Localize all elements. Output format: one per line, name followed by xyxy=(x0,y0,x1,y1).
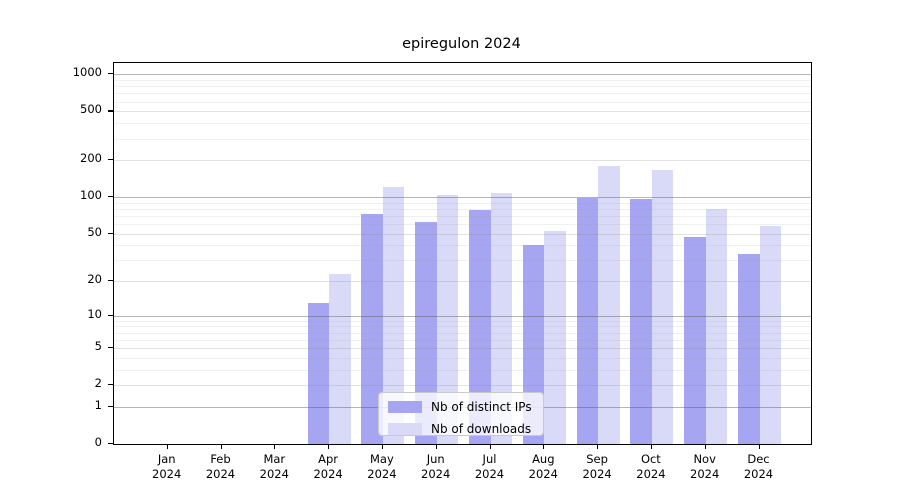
bar-distinct-ips-apr xyxy=(307,302,330,444)
y-tick-mark-200 xyxy=(108,159,113,161)
legend-item-distinct-ips: Nb of distinct IPs xyxy=(379,397,543,417)
y-tick-label-50: 50 xyxy=(87,224,102,239)
bar-distinct-ips-jul xyxy=(469,210,491,444)
x-tick-mark-sep xyxy=(597,444,599,449)
y-tick-label-20: 20 xyxy=(87,272,102,287)
x-tick-label-feb: Feb 2024 xyxy=(205,452,236,481)
x-tick-label-jan: Jan 2024 xyxy=(152,452,182,481)
bar-distinct-ips-may xyxy=(361,214,383,444)
x-tick-mark-may xyxy=(381,444,384,449)
bar-distinct-ips-dec xyxy=(738,253,760,444)
y-tick-label-2: 2 xyxy=(94,376,102,391)
y-tick-mark-100 xyxy=(108,196,113,198)
y-tick-mark-500 xyxy=(108,110,113,112)
bar-downloads-oct xyxy=(651,169,674,444)
bar-downloads-apr xyxy=(329,273,351,444)
plot-area xyxy=(113,62,812,445)
x-tick-label-mar: Mar 2024 xyxy=(259,452,289,481)
x-tick-mark-mar xyxy=(274,444,276,449)
bar-downloads-aug xyxy=(544,230,566,444)
y-tick-label-200: 200 xyxy=(80,151,102,166)
x-tick-mark-aug xyxy=(543,444,545,449)
x-tick-mark-oct xyxy=(650,444,653,449)
legend-item-downloads: Nb of downloads xyxy=(379,419,543,439)
x-tick-mark-apr xyxy=(328,444,330,449)
x-tick-label-oct: Oct 2024 xyxy=(636,452,666,481)
x-tick-mark-jul xyxy=(489,444,491,449)
bar-distinct-ips-nov xyxy=(684,236,706,444)
legend-swatch-distinct-ips xyxy=(388,401,422,413)
x-tick-mark-jun xyxy=(435,444,437,449)
bar-distinct-ips-sep xyxy=(576,197,599,444)
x-tick-label-nov: Nov 2024 xyxy=(690,452,720,481)
x-tick-mark-feb xyxy=(220,444,222,449)
x-tick-mark-nov xyxy=(704,444,706,449)
x-tick-label-apr: Apr 2024 xyxy=(313,452,343,481)
y-tick-mark-10 xyxy=(108,314,113,316)
y-tick-mark-50 xyxy=(108,232,113,234)
y-tick-mark-2 xyxy=(108,384,113,386)
bar-downloads-jul xyxy=(490,192,512,444)
x-tick-label-jul: Jul 2024 xyxy=(474,452,505,481)
x-tick-label-dec: Dec 2024 xyxy=(743,452,774,481)
y-tick-label-0: 0 xyxy=(94,435,102,449)
x-tick-mark-jan xyxy=(166,444,168,449)
bar-downloads-sep xyxy=(598,165,620,444)
y-tick-label-10: 10 xyxy=(87,306,102,321)
bar-downloads-nov xyxy=(705,208,728,444)
y-tick-label-5: 5 xyxy=(94,339,102,354)
bar-distinct-ips-oct xyxy=(630,199,652,444)
y-tick-mark-1000 xyxy=(108,73,113,75)
bar-downloads-dec xyxy=(759,225,781,444)
x-tick-label-may: May 2024 xyxy=(367,452,397,481)
y-tick-label-100: 100 xyxy=(80,188,102,203)
bar-distinct-ips-jun xyxy=(415,221,437,444)
chart-title: epiregulon 2024 xyxy=(402,36,521,52)
bars-layer xyxy=(114,63,811,444)
y-tick-mark-5 xyxy=(108,347,113,349)
y-tick-label-500: 500 xyxy=(80,102,102,117)
y-tick-label-1000: 1000 xyxy=(72,65,102,80)
bar-downloads-jun xyxy=(436,195,459,444)
legend-swatch-downloads xyxy=(388,423,422,435)
y-tick-label-1: 1 xyxy=(94,397,102,412)
bar-downloads-may xyxy=(382,187,405,444)
y-tick-mark-0 xyxy=(108,443,113,445)
x-tick-label-aug: Aug 2024 xyxy=(528,452,558,481)
legend-label-downloads: Nb of downloads xyxy=(431,422,532,436)
x-tick-mark-dec xyxy=(758,444,760,449)
legend: Nb of distinct IPs Nb of downloads xyxy=(378,392,544,436)
y-tick-mark-20 xyxy=(108,280,113,282)
y-tick-mark-1 xyxy=(108,405,113,408)
x-tick-label-sep: Sep 2024 xyxy=(582,452,612,481)
legend-label-distinct-ips: Nb of distinct IPs xyxy=(431,400,532,414)
x-tick-label-jun: Jun 2024 xyxy=(421,452,451,481)
